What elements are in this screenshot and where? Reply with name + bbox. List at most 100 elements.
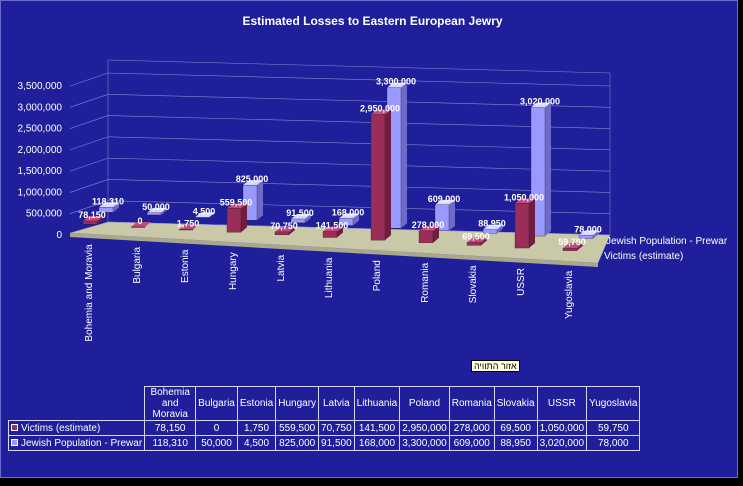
floor-edge — [70, 233, 598, 267]
data-label-prewar: 78,000 — [574, 224, 602, 234]
bar-side — [209, 212, 215, 218]
bar-top — [515, 198, 535, 204]
bar-side — [577, 243, 583, 251]
data-table: Bohemia and Moravia Bulgaria Estonia Hungar… — [7, 386, 641, 451]
gridline-side — [69, 94, 109, 108]
data-label-victims: 78,150 — [78, 210, 106, 220]
table-cell: 3,020,000 — [536, 435, 588, 451]
bar-top — [387, 82, 407, 88]
table-corner — [9, 387, 145, 421]
bar-prewar — [146, 212, 162, 216]
table-header: Latvia — [318, 386, 355, 421]
x-category-label: Poland — [372, 260, 383, 291]
table-cell: 609,000 — [448, 435, 495, 451]
bar-top — [99, 202, 119, 208]
data-label-prewar: 3,020,000 — [520, 96, 560, 106]
data-label-prewar: 91,500 — [286, 208, 314, 218]
data-label-victims: 278,000 — [412, 220, 445, 230]
table-cell: 4,500 — [236, 435, 277, 451]
bar-victims — [178, 229, 194, 231]
bar-prewar — [338, 218, 354, 226]
bar-top — [435, 199, 455, 205]
x-category-label: Hungary — [228, 252, 239, 290]
table-header: Romania — [448, 386, 495, 421]
gridline — [107, 93, 611, 108]
bar-victims — [82, 220, 98, 225]
data-label-victims: 1,750 — [177, 219, 200, 229]
bar-victims — [274, 231, 290, 236]
table-header: Hungary — [275, 386, 320, 421]
bar-side — [97, 215, 103, 225]
data-label-victims: 0 — [137, 216, 142, 226]
y-tick-label: 1,000,000 — [18, 187, 63, 198]
data-label-prewar: 168,000 — [332, 207, 365, 217]
bar-side — [241, 203, 247, 233]
table-cell: 88,950 — [493, 435, 538, 451]
gridline-side — [69, 72, 109, 87]
bar-victims — [562, 247, 578, 251]
bar-top — [531, 102, 551, 108]
x-category-label: Lithuania — [324, 257, 335, 298]
gridline — [107, 179, 611, 193]
bar-side — [385, 109, 391, 241]
bar-victims — [466, 242, 482, 246]
bar-top — [419, 225, 439, 231]
bar-top — [227, 203, 247, 209]
gridline — [107, 136, 611, 151]
x-category-label: Romania — [420, 262, 431, 302]
data-label-prewar: 118,310 — [92, 196, 124, 206]
bar-top — [131, 221, 151, 227]
bar-top — [339, 213, 359, 219]
table-header: USSR — [536, 386, 588, 421]
bar-top — [323, 226, 343, 232]
bar-side — [529, 198, 535, 249]
bar-prewar — [482, 229, 498, 234]
gridline-side — [69, 115, 109, 129]
table-cell: 118,310 — [144, 435, 197, 451]
y-tick-label: 500,000 — [26, 209, 63, 220]
bar-top — [371, 109, 391, 115]
data-label-prewar: 50,000 — [142, 202, 170, 212]
y-tick-label: 0 — [56, 230, 62, 241]
table-cell: 1,750 — [236, 420, 277, 436]
gridline-side — [69, 136, 109, 151]
bar-top — [179, 224, 199, 230]
data-label-victims: 1,050,000 — [504, 192, 544, 202]
bar-side — [481, 237, 487, 246]
y-tick-label: 2,500,000 — [18, 124, 63, 135]
x-category-label: Latvia — [276, 254, 287, 281]
table-header: Estonia — [236, 386, 277, 421]
bar-side — [449, 199, 455, 231]
table-header: Yugoslavia — [586, 386, 641, 421]
bar-side — [353, 213, 359, 226]
legend-swatch — [11, 439, 18, 447]
bar-top — [483, 224, 503, 230]
data-label-prewar: 609,000 — [428, 194, 461, 204]
x-category-label: Bulgaria — [132, 247, 143, 284]
table-cell: 559,500 — [275, 420, 320, 436]
table-cell: 91,500 — [318, 435, 355, 451]
bar-side — [545, 102, 551, 237]
bar-prewar — [578, 235, 594, 239]
bar-side — [337, 226, 343, 238]
bar-prewar — [194, 217, 210, 219]
gridline — [107, 115, 611, 129]
depth-label-prewar: Jewish Population - Prewar — [606, 236, 728, 247]
table-header: Bohemia and Moravia — [144, 386, 197, 421]
table-cell: 70,750 — [318, 420, 355, 436]
y-tick-label: 3,000,000 — [18, 102, 63, 113]
table-cell: 278,000 — [448, 420, 495, 436]
x-category-label: Bohemia and Moravia — [84, 244, 95, 342]
table-header: Bulgaria — [195, 386, 238, 421]
chart-title: Estimated Losses to Eastern European Jew… — [242, 14, 503, 28]
table-cell: 1,050,000 — [536, 420, 588, 436]
y-tick-label: 3,500,000 — [18, 81, 63, 92]
depth-label-victims: Victims (estimate) — [604, 251, 683, 262]
x-category-label: USSR — [516, 268, 527, 296]
bar-top — [275, 226, 295, 232]
bar-prewar — [98, 207, 114, 213]
gridline-side — [69, 200, 109, 214]
bar-top — [83, 215, 103, 221]
bar-side — [401, 82, 407, 229]
